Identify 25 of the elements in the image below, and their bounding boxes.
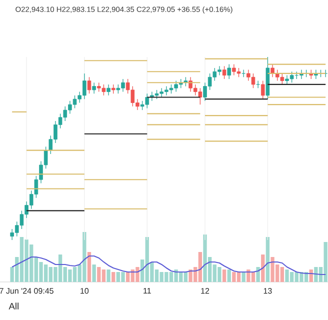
bar bbox=[92, 264, 96, 282]
bar bbox=[112, 272, 116, 282]
candlestick bbox=[87, 76, 92, 94]
bar bbox=[106, 269, 110, 282]
candlestick bbox=[256, 80, 260, 88]
x-tick-label: 7 Jun '24 09:45 bbox=[0, 288, 54, 294]
bar bbox=[266, 236, 270, 282]
bar bbox=[222, 269, 226, 282]
x-tick-label: 13 bbox=[264, 288, 272, 294]
bar bbox=[87, 252, 92, 282]
bar bbox=[227, 269, 231, 282]
x-tick-label: 11 bbox=[144, 288, 151, 294]
bar bbox=[261, 254, 265, 282]
bar bbox=[256, 266, 260, 282]
candlestick bbox=[270, 64, 274, 78]
candlestick bbox=[92, 82, 96, 94]
x-tick-label: 10 bbox=[80, 288, 89, 294]
bar bbox=[242, 272, 246, 282]
candlestick bbox=[227, 64, 232, 80]
candlestick bbox=[260, 80, 265, 100]
candlestick bbox=[111, 84, 116, 94]
text: All bbox=[8, 302, 18, 310]
x-tick-label: 12 bbox=[201, 288, 210, 294]
candlestick bbox=[106, 84, 110, 96]
candlestick bbox=[222, 66, 226, 80]
